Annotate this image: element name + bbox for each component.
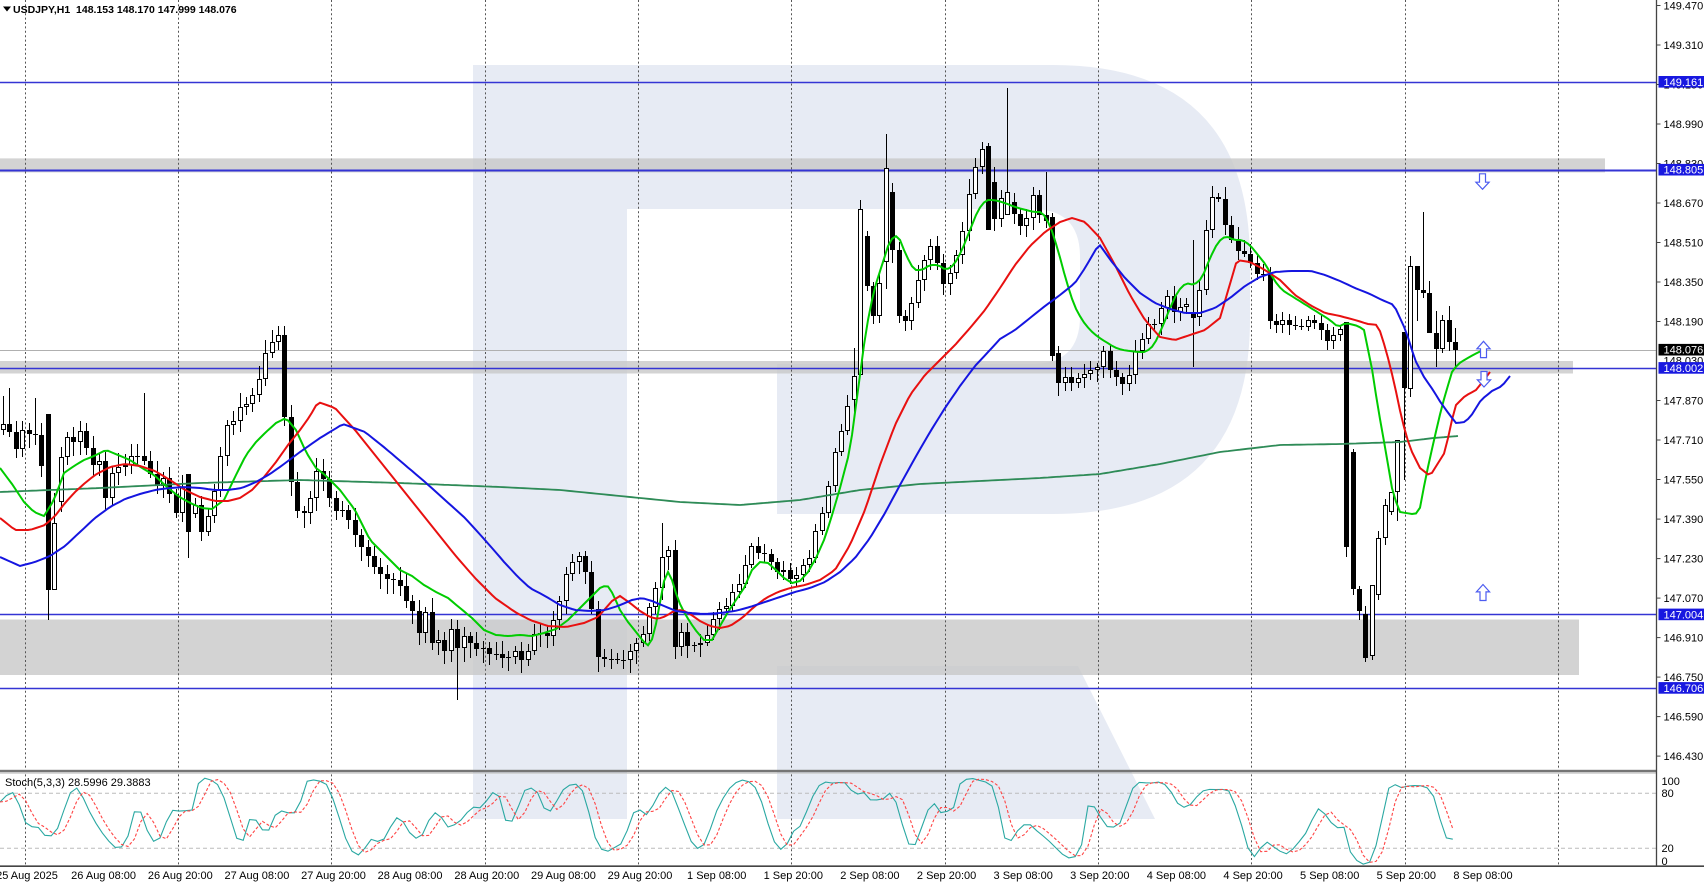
svg-text:USDJPY,H1 148.153 148.170 147: USDJPY,H1 148.153 148.170 147.999 148.07… [13,4,237,16]
svg-text:146.430: 146.430 [1664,751,1704,763]
svg-text:5 Sep 08:00: 5 Sep 08:00 [1300,870,1359,882]
svg-text:27 Aug 20:00: 27 Aug 20:00 [301,870,366,882]
svg-text:149.310: 149.310 [1664,40,1704,52]
svg-text:1 Sep 20:00: 1 Sep 20:00 [764,870,823,882]
svg-text:4 Sep 20:00: 4 Sep 20:00 [1223,870,1282,882]
svg-text:148.510: 148.510 [1664,238,1704,250]
svg-text:147.710: 147.710 [1664,435,1704,447]
svg-text:29 Aug 08:00: 29 Aug 08:00 [531,870,596,882]
svg-text:29 Aug 20:00: 29 Aug 20:00 [608,870,673,882]
svg-text:148.990: 148.990 [1664,119,1704,131]
svg-text:28 Aug 08:00: 28 Aug 08:00 [378,870,443,882]
svg-text:146.910: 146.910 [1664,633,1704,645]
svg-text:148.190: 148.190 [1664,317,1704,329]
svg-text:4 Sep 08:00: 4 Sep 08:00 [1147,870,1206,882]
svg-text:148.076: 148.076 [1664,345,1704,357]
svg-text:148.350: 148.350 [1664,277,1704,289]
svg-text:146.706: 146.706 [1664,683,1704,695]
svg-text:149.470: 149.470 [1664,1,1704,13]
svg-text:26 Aug 20:00: 26 Aug 20:00 [148,870,213,882]
svg-text:20: 20 [1662,843,1674,855]
svg-text:5 Sep 20:00: 5 Sep 20:00 [1377,870,1436,882]
svg-text:149.161: 149.161 [1664,77,1704,89]
svg-text:3 Sep 08:00: 3 Sep 08:00 [994,870,1053,882]
svg-text:28 Aug 20:00: 28 Aug 20:00 [454,870,519,882]
svg-text:147.390: 147.390 [1664,514,1704,526]
svg-text:25 Aug 2025: 25 Aug 2025 [0,870,58,882]
svg-text:80: 80 [1662,788,1674,800]
svg-text:146.590: 146.590 [1664,712,1704,724]
svg-text:146.750: 146.750 [1664,672,1704,684]
svg-text:26 Aug 08:00: 26 Aug 08:00 [71,870,136,882]
svg-text:2 Sep 08:00: 2 Sep 08:00 [840,870,899,882]
svg-text:147.230: 147.230 [1664,554,1704,566]
svg-text:148.002: 148.002 [1664,363,1704,375]
svg-text:Stoch(5,3,3) 28.5996 29.3883: Stoch(5,3,3) 28.5996 29.3883 [5,777,151,789]
svg-text:147.070: 147.070 [1664,593,1704,605]
svg-text:1 Sep 08:00: 1 Sep 08:00 [687,870,746,882]
svg-text:100: 100 [1662,776,1680,788]
svg-text:27 Aug 08:00: 27 Aug 08:00 [224,870,289,882]
svg-text:2 Sep 20:00: 2 Sep 20:00 [917,870,976,882]
svg-text:3 Sep 20:00: 3 Sep 20:00 [1070,870,1129,882]
svg-text:0: 0 [1662,856,1668,868]
svg-text:147.870: 147.870 [1664,396,1704,408]
svg-text:147.550: 147.550 [1664,475,1704,487]
svg-text:147.004: 147.004 [1664,609,1704,621]
svg-text:148.670: 148.670 [1664,198,1704,210]
svg-text:148.805: 148.805 [1664,165,1704,177]
svg-text:8 Sep 08:00: 8 Sep 08:00 [1453,870,1512,882]
